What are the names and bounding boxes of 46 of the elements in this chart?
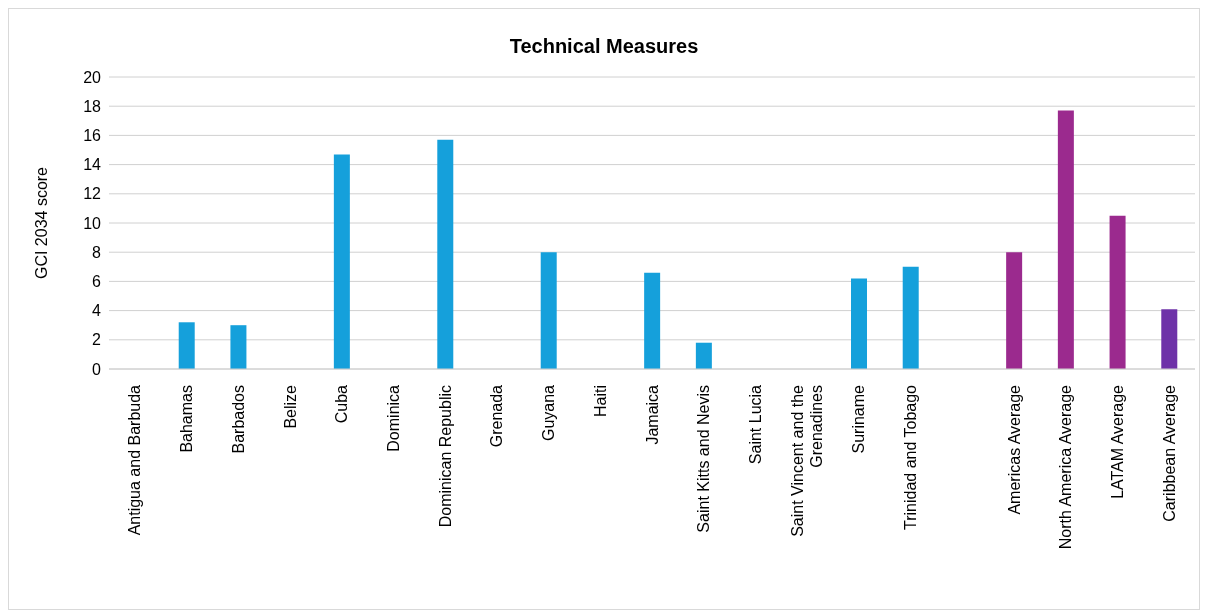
bar bbox=[437, 139, 454, 369]
x-tick-label: Americas Average bbox=[1005, 384, 1023, 515]
x-tick-label: Saint Lucia bbox=[747, 384, 765, 465]
x-tick-label: Caribbean Average bbox=[1160, 384, 1178, 522]
x-tick-label: Dominican Republic bbox=[436, 385, 454, 528]
y-tick-label: 14 bbox=[83, 156, 102, 174]
y-tick-label: 4 bbox=[92, 302, 102, 320]
x-tick-label: Cuba bbox=[333, 384, 351, 424]
x-tick-label: Grenada bbox=[488, 384, 506, 448]
x-tick-label: Dominica bbox=[385, 384, 403, 452]
y-tick-label: 12 bbox=[83, 185, 102, 203]
bar bbox=[1161, 309, 1178, 369]
bar bbox=[695, 342, 712, 369]
x-tick-label: Jamaica bbox=[643, 384, 661, 445]
x-tick-label: Barbados bbox=[229, 385, 247, 454]
bar bbox=[644, 272, 661, 369]
x-tick-label: Trinidad and Tobago bbox=[902, 384, 920, 530]
bar bbox=[230, 325, 247, 369]
y-tick-label: 0 bbox=[92, 360, 102, 378]
x-tick-label: Belize bbox=[281, 384, 299, 429]
y-tick-label: 20 bbox=[83, 68, 102, 86]
x-tick-label: Suriname bbox=[850, 384, 868, 454]
x-tick-label: Saint Vincent and the Grenadines bbox=[789, 384, 826, 537]
y-tick-label: 10 bbox=[83, 214, 102, 232]
chart-title: Technical Measures bbox=[508, 34, 700, 59]
y-tick-label: 16 bbox=[83, 127, 102, 145]
bar bbox=[851, 278, 867, 369]
x-tick-label: Antigua and Barbuda bbox=[126, 384, 144, 536]
x-tick-label: Bahamas bbox=[178, 385, 196, 453]
y-tick-label: 6 bbox=[92, 273, 102, 291]
bar bbox=[902, 266, 919, 369]
x-tick-label: LATAM Average bbox=[1109, 384, 1127, 499]
bar bbox=[1006, 252, 1023, 369]
y-axis-title: GCI 2034 score bbox=[32, 166, 50, 280]
x-tick-label: Guyana bbox=[540, 384, 558, 442]
y-tick-label: 2 bbox=[92, 331, 102, 349]
x-tick-label: Saint Kitts and Nevis bbox=[695, 385, 713, 533]
y-tick-label: 18 bbox=[83, 97, 102, 115]
bar bbox=[178, 322, 195, 369]
x-tick-label: North America Average bbox=[1057, 384, 1075, 550]
y-tick-label: 8 bbox=[92, 243, 102, 261]
bar bbox=[1109, 215, 1126, 369]
bar bbox=[1057, 110, 1074, 369]
bar bbox=[333, 154, 350, 369]
x-tick-label: Haiti bbox=[591, 385, 609, 418]
bar bbox=[540, 252, 557, 369]
